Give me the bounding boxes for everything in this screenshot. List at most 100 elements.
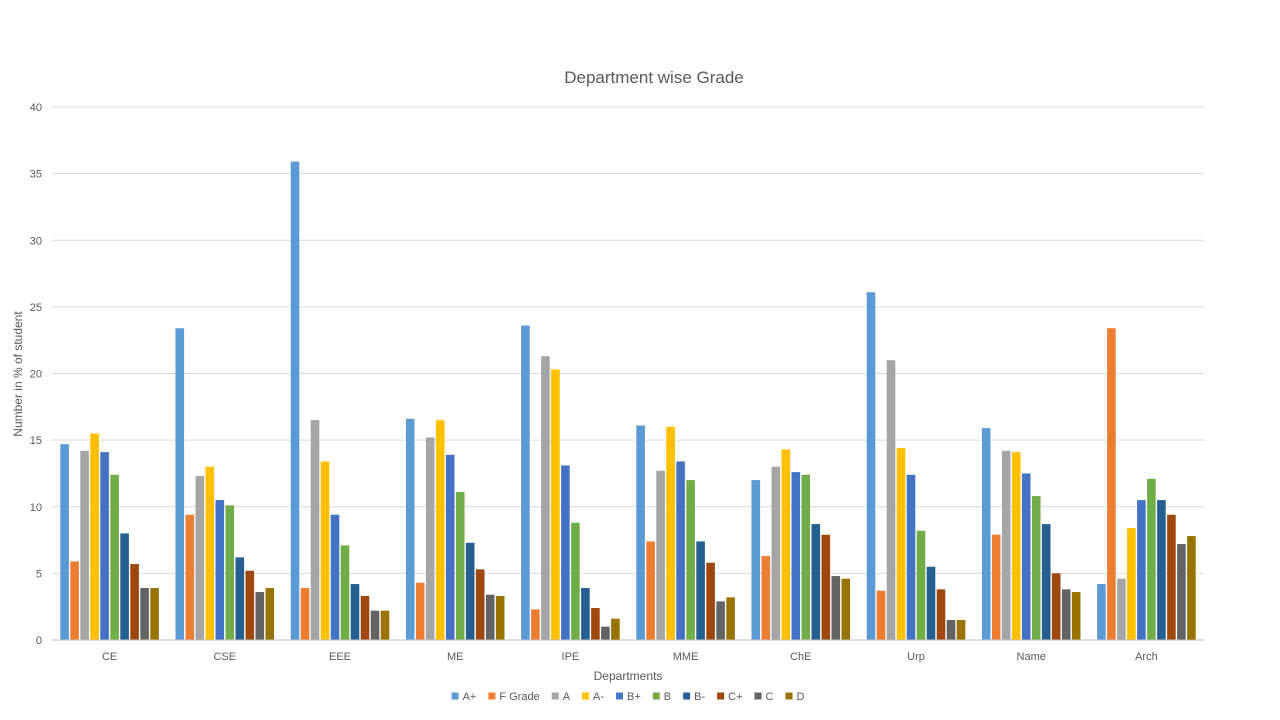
bar bbox=[140, 588, 149, 640]
legend-item: A- bbox=[582, 691, 604, 703]
bar bbox=[636, 425, 645, 640]
bar bbox=[300, 588, 310, 640]
bar bbox=[1051, 573, 1061, 640]
bar bbox=[686, 480, 695, 640]
bar bbox=[646, 541, 655, 640]
bar bbox=[611, 618, 620, 640]
bar bbox=[1031, 496, 1041, 640]
y-tick-label: 40 bbox=[30, 102, 42, 114]
bar bbox=[551, 369, 560, 640]
bar bbox=[1167, 514, 1176, 640]
x-tick-label: Urp bbox=[907, 651, 925, 663]
bar bbox=[751, 480, 761, 640]
bars bbox=[60, 161, 1196, 640]
bar bbox=[495, 596, 505, 640]
legend-label: B+ bbox=[627, 691, 641, 703]
legend-label: C bbox=[766, 691, 774, 703]
bar bbox=[70, 561, 79, 640]
bar bbox=[485, 594, 495, 640]
legend-item: C+ bbox=[717, 691, 743, 703]
bar bbox=[425, 437, 435, 640]
bar bbox=[90, 433, 99, 640]
legend-item: A+ bbox=[451, 691, 477, 703]
bar bbox=[1147, 478, 1156, 640]
legend-item: B- bbox=[683, 691, 705, 703]
bar bbox=[455, 492, 465, 640]
bar bbox=[360, 596, 370, 640]
legend-label: F Grade bbox=[499, 691, 539, 703]
y-tick-label: 20 bbox=[30, 369, 42, 381]
bar bbox=[601, 626, 610, 640]
legend-swatch bbox=[616, 692, 624, 700]
bar bbox=[185, 514, 195, 640]
bar bbox=[591, 608, 600, 640]
bar bbox=[761, 556, 771, 640]
bar bbox=[445, 454, 455, 640]
bar bbox=[956, 620, 966, 640]
bar bbox=[801, 474, 811, 640]
bar bbox=[821, 534, 831, 640]
x-tick-label: CSE bbox=[213, 651, 236, 663]
bar bbox=[1107, 328, 1116, 640]
bar bbox=[946, 620, 956, 640]
legend-label: B bbox=[664, 691, 671, 703]
legend-item: D bbox=[785, 691, 804, 703]
legend-swatch bbox=[717, 692, 725, 700]
bar bbox=[896, 448, 906, 640]
bar bbox=[1157, 500, 1166, 640]
bar bbox=[235, 557, 245, 640]
bar bbox=[340, 545, 350, 640]
bar bbox=[831, 576, 841, 640]
bar bbox=[541, 356, 550, 640]
bar bbox=[906, 474, 916, 640]
legend-item: A bbox=[551, 691, 571, 703]
bar bbox=[60, 444, 69, 640]
legend-swatch bbox=[451, 692, 459, 700]
bar bbox=[841, 578, 851, 640]
bar bbox=[981, 428, 991, 640]
bar bbox=[811, 524, 821, 640]
bar bbox=[791, 472, 801, 640]
bar bbox=[781, 449, 791, 640]
legend-label: A- bbox=[593, 691, 604, 703]
legend-swatch bbox=[754, 692, 762, 700]
bar bbox=[195, 476, 205, 640]
bar bbox=[175, 328, 185, 640]
legend: A+ F Grade A A- B+ B B- C+ C D bbox=[451, 691, 804, 703]
bar bbox=[120, 533, 129, 640]
bar bbox=[290, 161, 300, 640]
legend-swatch bbox=[488, 692, 496, 700]
bar bbox=[771, 466, 781, 640]
bar bbox=[916, 530, 926, 640]
legend-item: B bbox=[652, 691, 671, 703]
y-tick-label: 0 bbox=[36, 635, 42, 647]
bar bbox=[1011, 452, 1021, 640]
legend-label: A+ bbox=[463, 691, 477, 703]
bar bbox=[1187, 536, 1196, 640]
bar bbox=[370, 610, 380, 640]
bar bbox=[475, 569, 485, 640]
x-tick-label: ME bbox=[447, 651, 464, 663]
legend-swatch bbox=[652, 692, 660, 700]
y-axis-label: Number in % of student bbox=[11, 311, 25, 437]
legend-item: F Grade bbox=[488, 691, 540, 703]
legend-swatch bbox=[551, 692, 559, 700]
legend-swatch bbox=[785, 692, 793, 700]
bar bbox=[716, 601, 725, 640]
bar bbox=[866, 292, 876, 640]
bar bbox=[581, 588, 590, 640]
bar bbox=[320, 461, 330, 640]
bar bbox=[696, 541, 705, 640]
bar bbox=[205, 466, 215, 640]
legend-label: A bbox=[563, 691, 571, 703]
y-tick-label: 30 bbox=[30, 235, 42, 247]
legend-item: B+ bbox=[616, 691, 641, 703]
legend-swatch bbox=[683, 692, 691, 700]
x-tick-label: IPE bbox=[562, 651, 580, 663]
x-tick-label: Name bbox=[1017, 651, 1046, 663]
x-tick-label: MME bbox=[673, 651, 699, 663]
bar bbox=[886, 360, 896, 640]
bar bbox=[435, 420, 445, 640]
legend-label: B- bbox=[694, 691, 705, 703]
